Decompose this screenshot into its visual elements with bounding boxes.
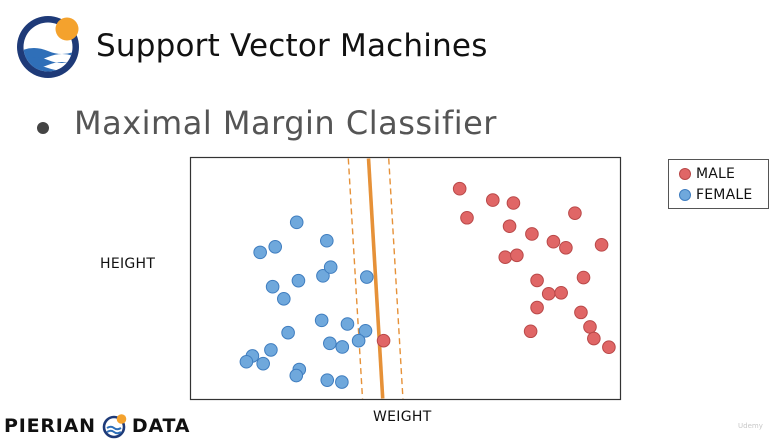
female-point-4: [253, 245, 267, 260]
male-point-8: [525, 227, 539, 241]
x-axis-label: WEIGHT: [373, 409, 432, 425]
male-point-20: [594, 238, 609, 252]
pierian-mini-logo-icon: [102, 414, 127, 439]
legend-marker-male: [679, 168, 691, 180]
female-point-14: [323, 336, 337, 351]
female-point-16: [264, 343, 278, 357]
margin-lines: [347, 158, 404, 399]
male-point-2: [452, 181, 467, 196]
male-point-19: [574, 305, 588, 320]
female-point-19: [256, 356, 270, 371]
female-point-6: [323, 260, 338, 274]
female-point-15: [335, 340, 350, 354]
bullet-text: Maximal Margin Classifier: [74, 104, 497, 142]
brand-left-text: PIERIAN: [4, 415, 96, 437]
decision-boundary-line: [366, 158, 385, 399]
slide-title: Support Vector Machines: [96, 28, 488, 64]
brand-footer: PIERIAN DATA: [4, 413, 190, 439]
y-axis-label: HEIGHT: [100, 256, 156, 272]
male-point-7: [498, 250, 513, 265]
legend-label-male: MALE: [696, 166, 736, 182]
male-point-14: [530, 300, 544, 315]
male-point-5: [502, 219, 517, 234]
female-point-3: [320, 233, 334, 248]
female-point-12: [281, 325, 295, 340]
female-point-21: [289, 368, 304, 383]
male-point-4: [485, 193, 500, 207]
male-point-9: [510, 248, 524, 263]
female-point-8: [277, 292, 291, 306]
female-point-24: [351, 333, 366, 348]
brand-right-text: DATA: [131, 415, 191, 437]
legend-item-male: MALE: [679, 166, 735, 182]
male-point-6: [506, 196, 521, 210]
legend-label-female: FEMALE: [696, 187, 753, 203]
plot-frame: [189, 156, 622, 401]
chart-legend: MALE FEMALE: [668, 159, 769, 209]
legend-item-female: FEMALE: [679, 187, 752, 203]
female-point-1: [289, 215, 304, 230]
female-point-13: [340, 317, 355, 331]
logo-sun-icon: [55, 17, 79, 41]
female-point-18: [239, 354, 254, 369]
female-point-23: [335, 375, 349, 389]
data-points: [239, 181, 616, 389]
female-point-22: [320, 373, 335, 387]
male-point-21: [583, 320, 597, 334]
female-point-5: [316, 269, 330, 283]
male-point-10: [530, 273, 544, 288]
male-point-13: [554, 285, 568, 300]
male-point-17: [559, 240, 573, 255]
male-point-18: [576, 270, 591, 285]
male-point-23: [602, 340, 616, 355]
male-point-22: [587, 331, 601, 346]
male-point-16: [568, 206, 582, 220]
margin-line-1: [347, 158, 364, 399]
male-point-11: [546, 234, 561, 249]
male-point-1: [376, 333, 391, 348]
female-point-7: [265, 279, 280, 294]
margin-line-2: [388, 158, 404, 399]
female-point-2: [268, 239, 283, 254]
male-point-12: [541, 286, 556, 301]
pierian-logo-icon: [17, 16, 79, 78]
hyperplane: [366, 158, 385, 399]
female-point-9: [291, 273, 306, 288]
legend-marker-female: [679, 189, 691, 201]
bullet-point-icon: [37, 122, 49, 134]
female-point-10: [314, 313, 329, 328]
male-point-15: [523, 324, 538, 339]
udemy-watermark: Udemy: [738, 422, 763, 430]
female-point-25: [360, 270, 374, 284]
male-point-3: [460, 210, 474, 225]
female-point-11: [358, 323, 373, 338]
